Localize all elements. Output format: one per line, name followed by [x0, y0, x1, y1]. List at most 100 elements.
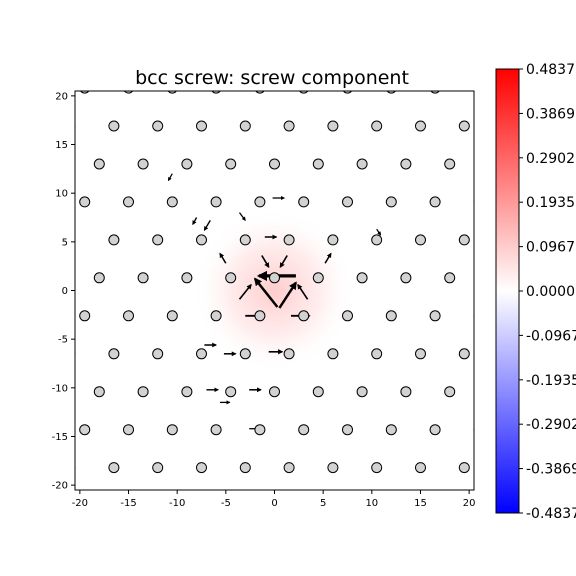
colorbar-tick-label: -0.4837: [526, 506, 576, 522]
atom-marker: [152, 462, 164, 474]
atom-marker: [123, 310, 134, 322]
colorbar-tick-label: -0.2902: [526, 417, 576, 433]
colorbar-tick-label: 0.4837: [526, 62, 575, 78]
atom-marker: [327, 348, 339, 360]
atom-marker: [473, 313, 474, 319]
x-tick-label: 15: [414, 498, 427, 509]
atom-marker: [79, 424, 91, 436]
atom-marker: [225, 158, 237, 170]
colorbar-tick-label: 0.3869: [526, 106, 575, 122]
displacement-arrow: [376, 228, 382, 236]
atom-marker: [283, 462, 295, 474]
atom-marker: [342, 424, 353, 436]
x-tick-label: 5: [320, 498, 326, 509]
chart-title: bcc screw: screw component: [135, 67, 409, 89]
atom-marker: [400, 386, 412, 398]
atom-marker: [123, 424, 134, 436]
atom-marker: [371, 234, 383, 246]
atom-marker: [210, 310, 222, 322]
atom-marker: [342, 310, 353, 322]
atom-marker: [400, 158, 412, 170]
atom-marker: [166, 424, 178, 436]
atom-marker: [430, 91, 440, 94]
atom-marker: [181, 158, 193, 170]
atom-marker: [371, 348, 383, 360]
atom-marker: [298, 310, 310, 322]
y-tick-label: -10: [52, 383, 68, 394]
atom-marker: [415, 234, 426, 246]
y-tick-label: 20: [55, 91, 68, 102]
atom-marker: [196, 120, 207, 132]
atom-marker: [166, 310, 178, 322]
atom-marker: [299, 91, 309, 94]
atom-marker: [283, 234, 295, 246]
atom-marker: [239, 234, 251, 246]
atom-marker: [75, 465, 76, 471]
atom-marker: [473, 427, 474, 433]
plot-area: [75, 83, 484, 490]
y-tick-label: -15: [52, 432, 68, 443]
atom-marker: [342, 196, 353, 208]
atom-marker: [269, 272, 280, 284]
y-tick-label: 0: [62, 286, 68, 297]
x-tick-label: -20: [72, 498, 88, 509]
atom-marker: [474, 83, 484, 93]
atom-marker: [327, 462, 339, 474]
atom-marker: [254, 424, 266, 436]
atom-marker: [327, 234, 339, 246]
atom-marker: [429, 310, 441, 322]
atom-marker: [415, 120, 426, 132]
atom-marker: [444, 272, 456, 284]
field-layer: [192, 208, 357, 373]
atom-marker: [298, 424, 310, 436]
atom-marker: [210, 424, 222, 436]
atom-marker: [211, 91, 221, 94]
colorbar-tick-label: -0.0967: [526, 328, 576, 344]
atom-marker: [93, 158, 105, 170]
x-axis: -20 -15 -10 -5 0 5 10 15 20: [72, 490, 476, 509]
atom-marker: [181, 386, 193, 398]
x-tick-label: -10: [169, 498, 185, 509]
atom-marker: [225, 272, 237, 284]
atom-marker: [137, 158, 149, 170]
atom-marker: [312, 386, 324, 398]
atom-marker: [356, 272, 368, 284]
atom-marker: [196, 234, 207, 246]
atom-marker: [458, 348, 470, 360]
displacement-arrow: [192, 217, 198, 226]
atom-marker: [152, 234, 164, 246]
y-axis: -20 -15 -10 -5 0 5 10 15 20: [52, 91, 75, 492]
atom-marker: [458, 234, 470, 246]
colorbar-gradient: [495, 68, 520, 514]
atom-marker: [429, 424, 441, 436]
atom-marker: [123, 91, 134, 94]
atom-marker: [80, 91, 90, 94]
atom-marker: [342, 91, 353, 94]
atom-marker: [400, 272, 412, 284]
atom-marker: [239, 462, 251, 474]
atom-marker: [108, 348, 120, 360]
displacement-arrow: [238, 212, 246, 222]
displacement-arrow: [261, 255, 270, 269]
atom-marker: [196, 348, 207, 360]
atom-marker: [356, 158, 368, 170]
atom-marker: [269, 386, 280, 398]
atom-marker: [283, 120, 295, 132]
atom-marker: [93, 272, 105, 284]
atom-marker: [385, 196, 397, 208]
arrow-layer: [167, 173, 382, 431]
atom-marker: [312, 158, 324, 170]
atom-marker: [327, 120, 339, 132]
atom-layer: [75, 83, 484, 474]
displacement-arrow: [279, 255, 288, 269]
atom-marker: [283, 348, 295, 360]
atom-marker: [166, 196, 178, 208]
atom-marker: [181, 272, 193, 284]
atom-marker: [239, 120, 251, 132]
atom-marker: [137, 272, 149, 284]
displacement-arrow: [254, 277, 279, 308]
y-tick-label: -5: [58, 335, 68, 346]
atom-marker: [385, 310, 397, 322]
colorbar-tick-label: 0.2902: [526, 151, 575, 167]
atom-marker: [123, 196, 134, 208]
